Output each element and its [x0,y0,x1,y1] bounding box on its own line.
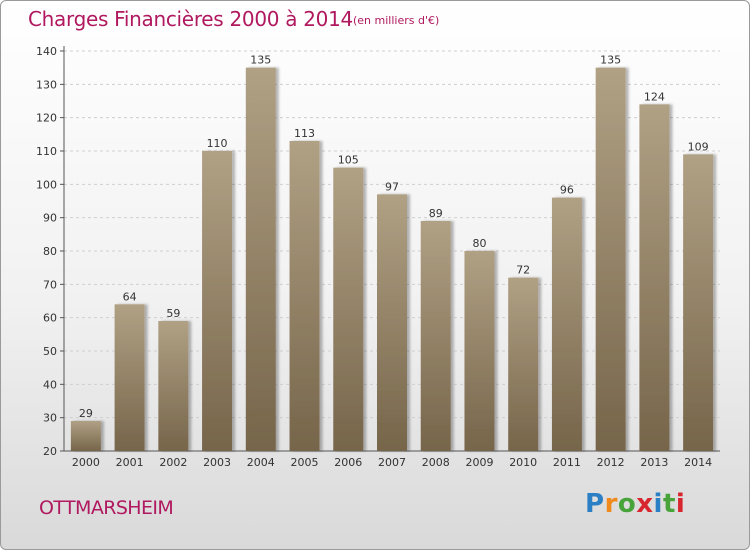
data-label-2009: 80 [472,237,486,250]
y-tick-label-60: 60 [43,312,57,325]
bar-2014 [683,154,714,452]
bar-2007 [377,194,407,452]
x-tick-label-2001: 2001 [116,456,144,469]
data-label-2008: 89 [429,207,443,220]
x-tick-label-2011: 2011 [553,456,581,469]
x-tick-labels: 2000 2001 2002 2003 2004 2005 2006 2007 2008 2009… [72,456,712,469]
bar-2003 [202,151,233,451]
chart-subtitle: (en milliers d'€) [353,14,440,27]
x-tick-label-2005: 2005 [291,456,319,469]
data-label-2001: 64 [123,290,137,303]
x-tick-label-2003: 2003 [203,456,231,469]
bar-2001 [114,304,145,451]
bar-2013 [639,104,670,451]
y-tick-label-20: 20 [43,445,57,458]
bar-2012 [595,67,626,452]
logo-letter: t [662,489,676,519]
data-label-2006: 105 [338,154,359,167]
y-tick-label-40: 40 [43,378,57,391]
data-labels: 29 64 59 110 135 113 105 97 89 80 72 96 135 124 109 [79,54,709,420]
data-label-2012: 135 [600,54,621,67]
x-tick-label-2004: 2004 [247,456,275,469]
y-tick-label-30: 30 [43,412,57,425]
x-tick-label-2013: 2013 [640,456,668,469]
x-tick-label-2002: 2002 [159,456,187,469]
x-tick-label-2010: 2010 [509,456,537,469]
y-tick-label-140: 140 [36,45,57,58]
y-tick-label-80: 80 [43,245,57,258]
data-label-2007: 97 [385,180,399,193]
logo-letter: P [585,489,605,519]
y-tick-label-70: 70 [43,278,57,291]
data-label-2002: 59 [166,307,180,320]
bar-2008 [420,221,451,451]
data-label-2000: 29 [79,407,93,420]
city-name: OTTMARSHEIM [39,497,174,519]
data-label-2010: 72 [516,264,530,277]
bar-2006 [333,167,364,451]
bar-2009 [464,251,495,451]
y-tick-label-130: 130 [36,78,57,91]
bar-2000 [70,421,101,451]
x-tick-label-2007: 2007 [378,456,406,469]
x-tick-label-2012: 2012 [597,456,625,469]
x-tick-label-2014: 2014 [684,456,712,469]
y-tick-label-90: 90 [43,212,57,225]
data-label-2004: 135 [250,54,271,67]
x-tick-label-2009: 2009 [465,456,493,469]
bar-2010 [508,277,539,451]
y-tick-label-110: 110 [36,145,57,158]
bars [70,67,714,452]
data-label-2003: 110 [207,137,228,150]
bar-2004 [245,67,276,452]
x-tick-label-2008: 2008 [422,456,450,469]
y-tick-labels: 20 30 40 50 60 70 80 90 100 110 120 130 140 [36,45,57,458]
data-label-2011: 96 [560,184,574,197]
bar-2011 [551,197,582,451]
y-tick-label-50: 50 [43,345,57,358]
logo-letter: x [636,489,654,519]
chart-title: Charges Financières 2000 à 2014 [28,7,353,31]
bar-2002 [158,321,189,451]
x-tick-label-2006: 2006 [334,456,362,469]
y-tick-label-100: 100 [36,178,57,191]
logo-letter: i [653,489,663,519]
bar-2005 [289,141,320,451]
data-label-2014: 109 [688,140,709,153]
logo-letter: i [675,489,686,519]
logo-letter: r [604,489,618,519]
y-tick-label-120: 120 [36,112,57,125]
data-label-2013: 124 [644,90,665,103]
proxiti-logo[interactable]: Proxiti [585,489,685,519]
x-tick-label-2000: 2000 [72,456,100,469]
logo-letter: o [617,489,637,519]
data-label-2005: 113 [294,127,315,140]
